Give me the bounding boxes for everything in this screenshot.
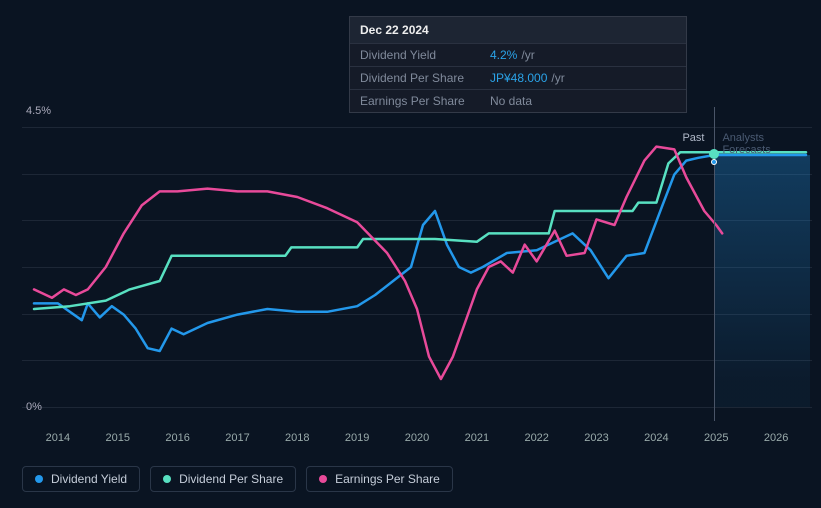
past-label: Past — [682, 132, 704, 144]
xtick: 2019 — [345, 432, 369, 444]
xtick: 2016 — [165, 432, 189, 444]
legend-label: Dividend Yield — [51, 472, 127, 486]
xtick: 2025 — [704, 432, 728, 444]
xtick: 2026 — [764, 432, 788, 444]
tooltip-row: Dividend Yield4.2% /yr — [350, 43, 686, 66]
chart-tooltip: Dec 22 2024 Dividend Yield4.2%/yrDividen… — [349, 16, 687, 113]
xtick: 2015 — [106, 432, 130, 444]
tooltip-date: Dec 22 2024 — [350, 17, 686, 43]
tooltip-value: No data — [490, 94, 532, 108]
xtick: 2018 — [285, 432, 309, 444]
xtick: 2022 — [524, 432, 548, 444]
legend-item-dividend-per-share[interactable]: Dividend Per Share — [150, 466, 296, 492]
x-axis: 2014 2015 2016 2017 2018 2019 2020 2021 2022 2023… — [22, 432, 812, 452]
legend-dot — [163, 475, 171, 483]
legend: Dividend Yield Dividend Per Share Earnings… — [22, 466, 453, 492]
legend-label: Earnings Per Share — [335, 472, 440, 486]
xtick: 2024 — [644, 432, 668, 444]
tooltip-row: Earnings Per ShareNo data — [350, 89, 686, 112]
xtick: 2023 — [584, 432, 608, 444]
tooltip-label: Earnings Per Share — [360, 94, 490, 108]
tooltip-suffix: /yr — [551, 71, 564, 85]
tooltip-rows: Dividend Yield4.2%/yrDividend Per ShareJ… — [350, 43, 686, 112]
tooltip-value: 4.2% — [490, 48, 517, 62]
series-earnings-per-share — [34, 147, 722, 379]
tooltip-suffix: /yr — [521, 48, 534, 62]
marker-dps — [709, 149, 719, 159]
legend-item-earnings-per-share[interactable]: Earnings Per Share — [306, 466, 453, 492]
ylabel-max: 4.5% — [26, 105, 51, 117]
forecast-label: Analysts Forecasts — [722, 132, 812, 156]
xtick: 2014 — [46, 432, 70, 444]
marker-yield — [711, 159, 717, 165]
legend-dot — [319, 475, 327, 483]
tooltip-label: Dividend Per Share — [360, 71, 490, 85]
tooltip-label: Dividend Yield — [360, 48, 490, 62]
legend-label: Dividend Per Share — [179, 472, 283, 486]
ylabel-min: 0% — [26, 401, 42, 413]
xtick: 2021 — [465, 432, 489, 444]
xtick: 2017 — [225, 432, 249, 444]
series-dividend-per-share — [34, 152, 806, 309]
xtick: 2020 — [405, 432, 429, 444]
legend-item-dividend-yield[interactable]: Dividend Yield — [22, 466, 140, 492]
chart-lines — [22, 107, 812, 421]
tooltip-row: Dividend Per ShareJP¥48.000/yr — [350, 66, 686, 89]
chart-plot-area[interactable]: Past Analysts Forecasts 4.5% 0% — [22, 107, 812, 421]
legend-dot — [35, 475, 43, 483]
tooltip-value: JP¥48.000 — [490, 71, 547, 85]
